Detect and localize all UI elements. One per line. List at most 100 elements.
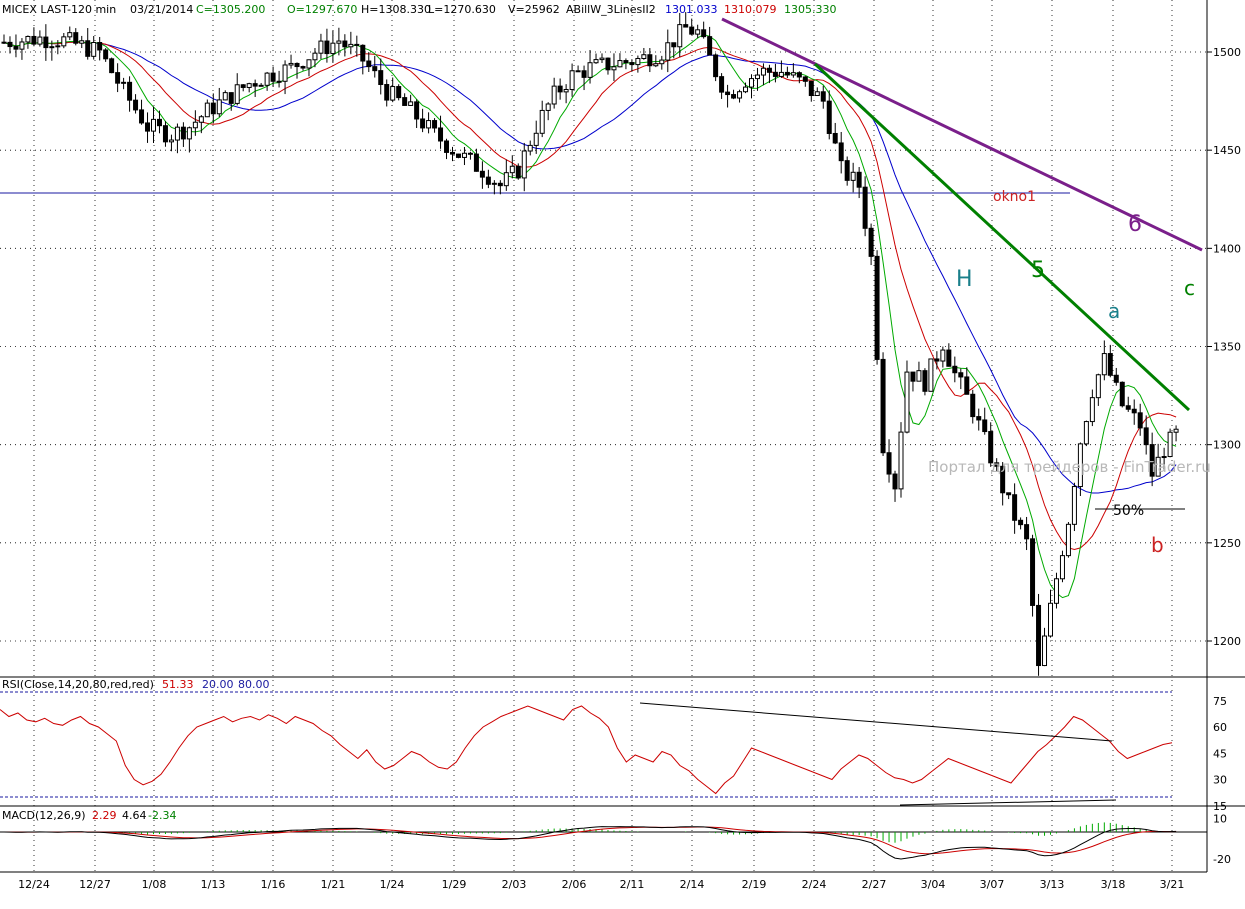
candle-body	[826, 100, 832, 134]
candle-body	[1048, 602, 1053, 637]
candle-body	[509, 165, 515, 174]
candle-body	[19, 41, 25, 50]
candle-body	[25, 35, 31, 43]
candle-body	[808, 80, 814, 97]
candle-body	[55, 45, 61, 48]
candle-body	[874, 255, 880, 360]
header-high: H=1308.330	[361, 3, 431, 16]
candle-body	[527, 144, 533, 152]
candle-body	[503, 172, 509, 187]
candle-body	[982, 419, 988, 433]
header-line2: 1310.079	[724, 3, 777, 16]
candle-body	[796, 72, 802, 78]
macd-tick-label: -20	[1213, 853, 1231, 866]
candle-body	[204, 102, 210, 118]
label-b: b	[1151, 533, 1164, 557]
header-symbol: MICEX LAST-120 min	[2, 3, 116, 16]
candle-body	[1119, 381, 1125, 407]
date-tick-label: 2/24	[802, 878, 827, 891]
rsi-tick-labels: 15 30 45 60 75	[1213, 695, 1227, 813]
label-c: c	[1184, 276, 1195, 300]
candle-body	[342, 40, 348, 48]
candle-body	[1065, 523, 1071, 557]
candle-body	[85, 40, 91, 57]
candle-body	[37, 36, 43, 45]
candle-body	[49, 46, 55, 49]
rsi-title: RSI(Close,14,20,80,red,red)	[2, 678, 154, 691]
candle-body	[988, 431, 994, 464]
date-tick-label: 1/21	[321, 878, 346, 891]
ma-blue	[3, 41, 1177, 494]
candle-body	[1131, 408, 1137, 414]
candle-body	[127, 81, 133, 101]
svg-text:RSI(Close,14,20,80,red,red): RSI(Close,14,20,80,red,red) 51.33 20.00 …	[2, 678, 270, 691]
candle-body	[432, 120, 438, 129]
candle-body	[593, 59, 599, 64]
candle-body	[790, 72, 796, 76]
svg-text:MACD(12,26,9) 2.29 4.6: MACD(12,26,9) 2.29 4.64 -2.34	[2, 809, 176, 822]
candle-body	[306, 59, 312, 69]
header-close: C=1305.200	[196, 3, 265, 16]
candle-body	[976, 416, 982, 421]
candle-body	[754, 74, 760, 80]
candle-body	[1083, 421, 1089, 445]
candle-body	[521, 150, 527, 179]
candle-body	[43, 36, 49, 49]
date-tick-label: 12/24	[18, 878, 50, 891]
grid	[0, 0, 1207, 872]
candle-body	[539, 109, 545, 134]
candle-body	[802, 76, 808, 82]
rsi-trendline-bottom	[899, 799, 1117, 806]
rsi-line	[0, 705, 1173, 795]
candle-body	[156, 118, 162, 127]
candle-body	[97, 41, 103, 51]
candle-body	[276, 80, 282, 83]
candle-body	[970, 393, 976, 418]
candle-body	[551, 85, 557, 105]
candle-body	[575, 70, 581, 73]
date-tick-label: 3/18	[1101, 878, 1126, 891]
candle-body	[234, 84, 240, 104]
candle-body	[868, 227, 874, 257]
candle-body	[1089, 397, 1095, 423]
date-tick-label: 2/27	[862, 878, 887, 891]
candle-body	[671, 42, 677, 48]
candle-body	[151, 118, 156, 132]
price-tick-label: 1500	[1213, 46, 1241, 59]
date-tick-label: 1/24	[380, 878, 405, 891]
date-tick-label: 1/08	[142, 878, 167, 891]
candle-body	[1059, 555, 1065, 580]
candle-body	[240, 84, 246, 88]
date-tick-label: 12/27	[79, 878, 111, 891]
candle-body	[133, 99, 139, 111]
candle-body	[13, 46, 19, 50]
candle-body	[1024, 524, 1030, 540]
macd-title: MACD(12,26,9)	[2, 809, 86, 822]
candle-body	[605, 57, 611, 71]
candle-body	[461, 152, 467, 158]
candle-body	[67, 32, 73, 38]
label-fifty-percent: 50%	[1113, 503, 1144, 519]
candle-body	[450, 151, 455, 155]
candle-body	[162, 125, 168, 143]
candle-body	[880, 358, 886, 454]
candle-body	[1018, 519, 1024, 526]
candle-body	[946, 349, 952, 367]
candle-body	[336, 40, 342, 44]
candle-body	[61, 36, 67, 47]
candle-body	[515, 165, 521, 179]
watermark: Портал для трейдеров - FinTrader.ru	[928, 458, 1211, 476]
candle-body	[31, 35, 37, 45]
candle-body	[784, 71, 790, 76]
candle-body	[886, 452, 892, 475]
candle-body	[707, 36, 713, 56]
date-tick-label: 2/11	[620, 878, 645, 891]
candle-body	[1012, 494, 1018, 521]
candle-body	[479, 170, 485, 178]
candle-body	[743, 86, 749, 93]
candle-body	[778, 71, 784, 77]
candle-body	[695, 29, 701, 35]
candle-body	[222, 92, 228, 101]
candle-body	[713, 54, 719, 78]
